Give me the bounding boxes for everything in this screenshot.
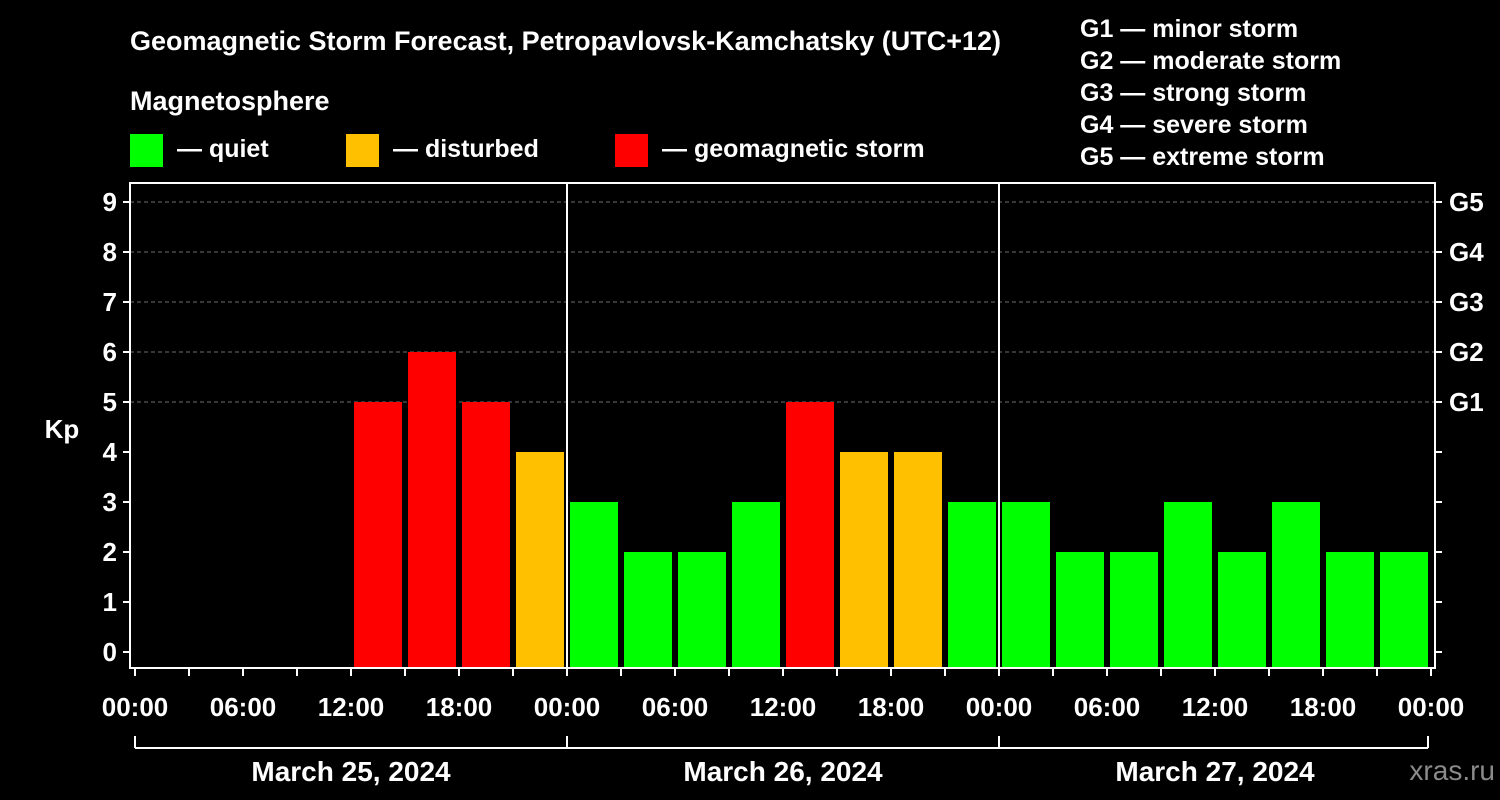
- bars: [354, 352, 1428, 668]
- kp-bar: [678, 552, 726, 668]
- y-tick-label: 8: [103, 237, 117, 267]
- kp-bar: [354, 402, 402, 668]
- kp-bar: [1056, 552, 1104, 668]
- x-tick-label: 06:00: [210, 692, 277, 722]
- storm-scale-item: G5 — extreme storm: [1080, 143, 1325, 171]
- legend-label: — quiet: [177, 135, 269, 163]
- storm-scale-item: G3 — strong storm: [1080, 79, 1306, 107]
- kp-bar: [840, 452, 888, 668]
- kp-bar: [1380, 552, 1428, 668]
- kp-bar: [1002, 502, 1050, 668]
- g-scale-tick-label: G3: [1449, 287, 1484, 317]
- legend: — quiet — disturbed — geomagnetic storm: [130, 134, 925, 167]
- x-tick-label: 12:00: [750, 692, 817, 722]
- storm-scale-item: G4 — severe storm: [1080, 111, 1308, 139]
- legend-label: — disturbed: [393, 135, 539, 163]
- kp-bar: [1218, 552, 1266, 668]
- kp-bar: [408, 352, 456, 668]
- y-tick-label: 0: [103, 637, 117, 667]
- gridlines: [130, 201, 1435, 403]
- chart-title: Geomagnetic Storm Forecast, Petropavlovs…: [130, 26, 1001, 56]
- g-scale-tick-label: G4: [1449, 237, 1484, 267]
- kp-bar: [462, 402, 510, 668]
- x-tick-label: 00:00: [534, 692, 601, 722]
- g-scale-tick-label: G5: [1449, 187, 1484, 217]
- x-tick-label: 18:00: [858, 692, 925, 722]
- chart-subtitle: Magnetosphere: [130, 86, 330, 116]
- kp-bar: [516, 452, 564, 668]
- x-tick-label: 12:00: [318, 692, 385, 722]
- x-tick-label: 00:00: [102, 692, 169, 722]
- y-tick-label: 7: [103, 287, 117, 317]
- kp-bar: [894, 452, 942, 668]
- legend-swatch: [346, 134, 379, 167]
- date-label: March 27, 2024: [1115, 756, 1315, 787]
- storm-scale-item: G2 — moderate storm: [1080, 47, 1341, 75]
- x-tick-label: 00:00: [1398, 692, 1465, 722]
- kp-bar: [1272, 502, 1320, 668]
- y-tick-label: 1: [103, 587, 117, 617]
- y-axis-label: Kp: [45, 414, 80, 444]
- legend-swatch: [615, 134, 648, 167]
- axes: [123, 182, 1442, 749]
- kp-bar: [948, 502, 996, 668]
- legend-swatch: [130, 134, 163, 167]
- watermark: xras.ru: [1409, 755, 1495, 786]
- date-label: March 26, 2024: [683, 756, 883, 787]
- y-tick-label: 4: [103, 437, 118, 467]
- kp-bar: [1326, 552, 1374, 668]
- legend-label: — geomagnetic storm: [662, 135, 925, 163]
- y-tick-label: 6: [103, 337, 117, 367]
- storm-scale-legend: G1 — minor storm G2 — moderate storm G3 — …: [1080, 15, 1341, 171]
- kp-bar: [786, 402, 834, 668]
- labels: Geomagnetic Storm Forecast, Petropavlovs…: [45, 26, 1495, 787]
- kp-bar: [1110, 552, 1158, 668]
- x-tick-label: 18:00: [426, 692, 493, 722]
- y-tick-label: 2: [103, 537, 117, 567]
- x-tick-label: 06:00: [642, 692, 709, 722]
- x-tick-label: 00:00: [966, 692, 1033, 722]
- y-tick-label: 5: [103, 387, 117, 417]
- y-tick-label: 9: [103, 187, 117, 217]
- g-scale-tick-label: G2: [1449, 337, 1484, 367]
- kp-bar: [570, 502, 618, 668]
- kp-bar: [732, 502, 780, 668]
- x-tick-label: 18:00: [1290, 692, 1357, 722]
- x-tick-label: 12:00: [1182, 692, 1249, 722]
- kp-bar: [1164, 502, 1212, 668]
- g-scale-tick-label: G1: [1449, 387, 1484, 417]
- date-label: March 25, 2024: [251, 756, 451, 787]
- kp-bar: [624, 552, 672, 668]
- storm-scale-item: G1 — minor storm: [1080, 15, 1298, 43]
- x-tick-label: 06:00: [1074, 692, 1141, 722]
- y-tick-label: 3: [103, 487, 117, 517]
